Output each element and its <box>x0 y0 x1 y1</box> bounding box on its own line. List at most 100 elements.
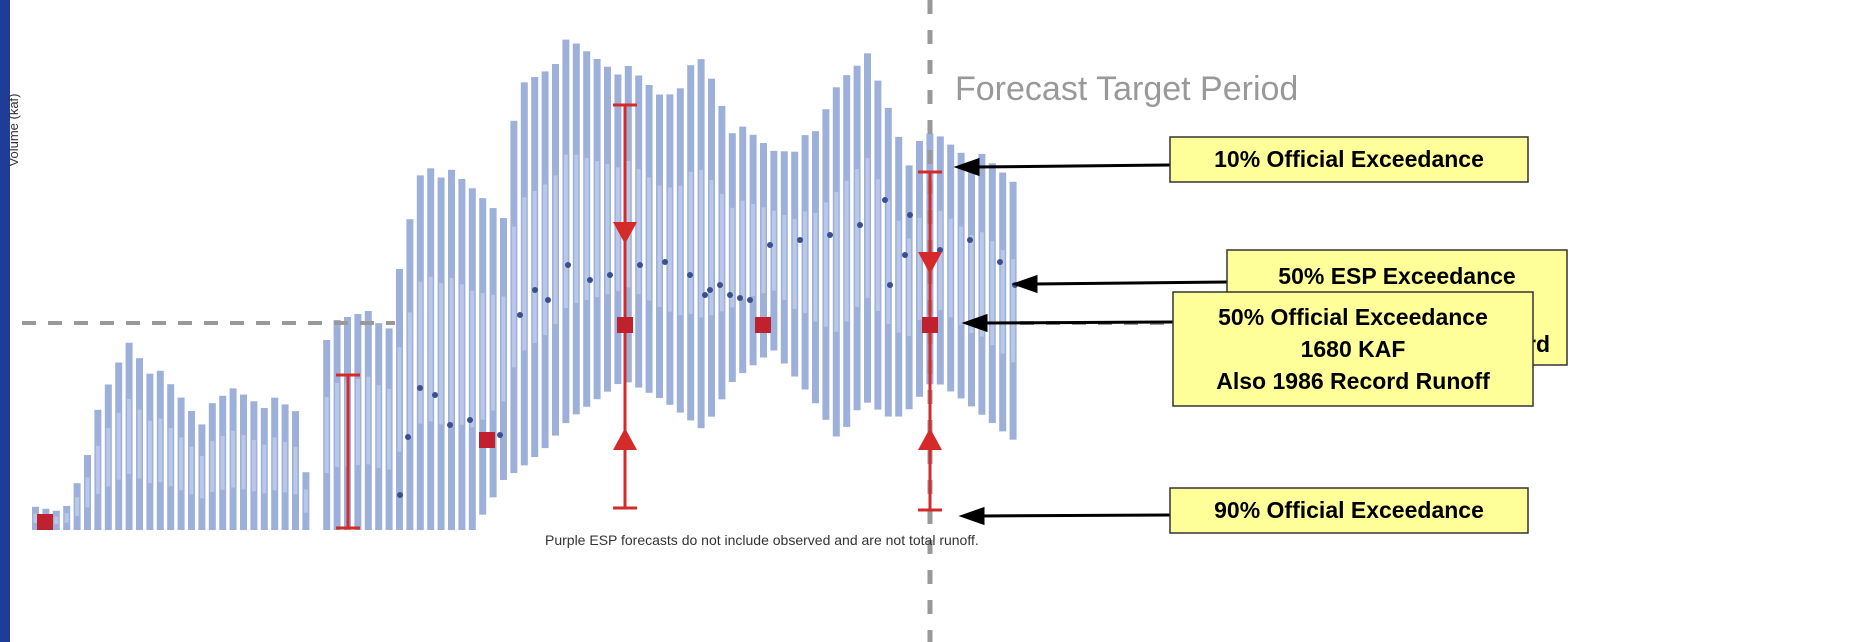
ensemble-bars <box>32 39 1017 531</box>
ensemble-bar-core <box>147 420 152 484</box>
esp-dot <box>902 252 908 258</box>
ensemble-bar-core <box>657 185 662 307</box>
ensemble-bar-core <box>688 171 693 314</box>
tri-down <box>613 222 637 244</box>
ensemble-bar-core <box>938 210 943 311</box>
ensemble-bar-core <box>158 418 163 483</box>
ensemble-bar-core <box>522 197 527 351</box>
official-median <box>617 317 633 333</box>
ensemble-bar-core <box>241 435 246 490</box>
esp-dot <box>447 422 453 428</box>
callout-text: Also 1986 Record Runoff <box>1216 368 1490 394</box>
ensemble-bar-core <box>959 226 964 325</box>
ensemble-bar-core <box>813 212 818 322</box>
ensemble-bar-core <box>137 409 142 479</box>
ensemble-bar-core <box>636 169 641 294</box>
ensemble-bar-core <box>605 164 610 295</box>
esp-dot <box>727 292 733 298</box>
ensemble-bar-core <box>584 157 589 301</box>
ensemble-bar-core <box>730 207 735 308</box>
esp-dot <box>967 237 973 243</box>
ensemble-bar-core <box>511 226 516 368</box>
ensemble-bar-core <box>834 192 839 332</box>
ensemble-bar-core <box>896 220 901 333</box>
ensemble-bar-core <box>189 446 194 495</box>
ensemble-bar-core <box>397 347 402 452</box>
esp-dot <box>397 492 403 498</box>
ensemble-bar-core <box>719 193 724 312</box>
esp-dot <box>737 295 743 301</box>
esp-dot <box>717 282 723 288</box>
period-label: Forecast Target Period <box>955 70 1298 108</box>
ensemble-bar-core <box>865 158 870 298</box>
arrow <box>1032 280 1228 286</box>
esp-dot <box>937 247 943 253</box>
esp-dot <box>662 259 668 265</box>
ensemble-bar-core <box>428 276 433 422</box>
esp-dot <box>907 212 913 218</box>
callout-text: 90% Official Exceedance <box>1214 497 1484 523</box>
tri-up <box>613 428 637 450</box>
ensemble-bar-core <box>1011 259 1016 363</box>
arrow-head <box>961 313 988 333</box>
ensemble-bar-core <box>459 284 464 425</box>
esp-dot <box>587 277 593 283</box>
ensemble-bar-core <box>875 179 880 311</box>
ensemble-bar-core <box>231 430 236 488</box>
arrow <box>982 320 1174 325</box>
esp-dot <box>882 197 888 203</box>
callout-box <box>1172 291 1534 407</box>
arrow-head <box>953 157 980 177</box>
ensemble-bar-core <box>678 185 683 316</box>
ensemble-bar-core <box>990 241 995 346</box>
esp-dot <box>857 222 863 228</box>
ensemble-bar-core <box>407 312 412 437</box>
ensemble-bar-core <box>168 427 173 487</box>
esp-dot <box>747 297 753 303</box>
ensemble-bar-core <box>293 446 298 495</box>
esp-dot <box>432 392 438 398</box>
ensemble-bar-core <box>418 281 423 424</box>
esp-dot <box>997 259 1003 265</box>
y-axis-label: Volume (kaf) <box>6 94 21 167</box>
ensemble-bar-core <box>355 378 360 466</box>
esp-dot <box>517 312 523 318</box>
callout-text: 10% Official Exceedance <box>1214 146 1484 172</box>
ensemble-bar-core <box>532 191 537 344</box>
ensemble-bar-core <box>709 180 714 316</box>
ensemble-bar-core <box>844 180 849 322</box>
esp-dot <box>707 287 713 293</box>
ensemble-bar-core <box>782 214 787 300</box>
esp-dot <box>545 297 551 303</box>
official-median <box>755 317 771 333</box>
ensemble-bar-core <box>823 202 828 327</box>
ensemble-bar-core <box>116 412 121 480</box>
footnote: Purple ESP forecasts do not include obse… <box>545 532 979 548</box>
ensemble-bar-core <box>85 477 90 508</box>
ensemble-bar-core <box>803 211 808 314</box>
ensemble-bar-core <box>272 437 277 491</box>
callouts <box>953 157 1228 526</box>
esp-dot <box>497 432 503 438</box>
esp-dot <box>887 282 893 288</box>
ensemble-bar-core <box>335 383 340 467</box>
ensemble-bar-core <box>907 238 912 337</box>
ensemble-bar-core <box>449 277 454 422</box>
ensemble-bar-core <box>33 513 38 524</box>
ensemble-bar-core <box>199 456 204 499</box>
callout-text: 50% ESP Exceedance <box>1278 263 1515 289</box>
ensemble-bar-core <box>283 442 288 493</box>
callout-box <box>1169 136 1529 183</box>
ensemble-bar-core <box>574 154 579 304</box>
ensemble-bar-core <box>303 489 308 513</box>
ensemble-bar-core <box>439 283 444 425</box>
arrow <box>974 163 1171 169</box>
esp-dot <box>797 237 803 243</box>
esp-dot <box>767 242 773 248</box>
esp-dot <box>702 292 708 298</box>
esp-dot <box>637 262 643 268</box>
ensemble-bar-core <box>501 296 506 402</box>
ensemble-bar-core <box>179 437 184 491</box>
